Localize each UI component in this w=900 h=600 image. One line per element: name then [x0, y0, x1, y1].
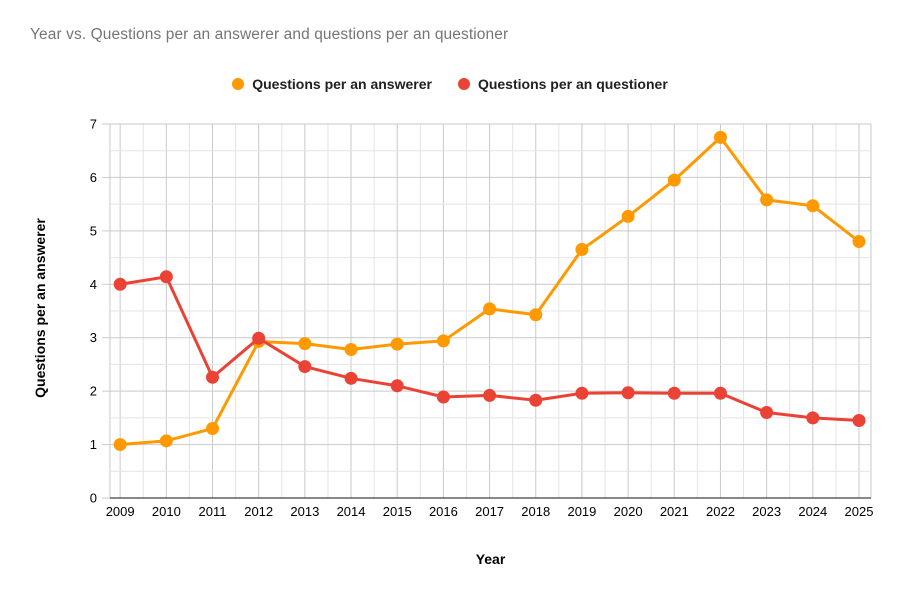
data-point: [436, 334, 450, 348]
data-point: [806, 411, 820, 425]
x-tick-label: 2013: [290, 504, 319, 519]
y-tick-label: 3: [90, 330, 97, 345]
x-axis-title: Year: [475, 551, 506, 567]
x-tick-label: 2025: [845, 504, 874, 519]
data-point: [159, 434, 173, 448]
legend-label-answerer: Questions per an answerer: [252, 76, 432, 92]
data-point: [621, 209, 635, 223]
data-point: [852, 235, 866, 249]
x-tick-label: 2009: [106, 504, 135, 519]
data-point: [206, 370, 220, 384]
x-tick-label: 2020: [614, 504, 643, 519]
data-point: [390, 337, 404, 351]
data-point: [298, 360, 312, 374]
y-tick-label: 4: [90, 277, 97, 292]
legend-item-answerer: Questions per an answerer: [232, 76, 432, 92]
data-point: [713, 130, 727, 144]
x-tick-label: 2018: [521, 504, 550, 519]
data-point: [483, 302, 497, 316]
data-point: [113, 277, 127, 291]
y-tick-label: 6: [90, 170, 97, 185]
data-point: [390, 379, 404, 393]
x-tick-label: 2024: [798, 504, 827, 519]
data-point: [206, 422, 220, 436]
data-point: [667, 173, 681, 187]
data-point: [529, 308, 543, 322]
data-point: [575, 243, 589, 257]
data-point: [621, 386, 635, 400]
legend-dot-questioner-icon: [457, 78, 470, 90]
legend-item-questioner: Questions per an questioner: [457, 76, 668, 92]
data-point: [252, 331, 266, 345]
legend-label-questioner: Questions per an questioner: [477, 76, 668, 92]
x-tick-label: 2015: [383, 504, 412, 519]
x-tick-label: 2010: [152, 504, 181, 519]
x-tick-label: 2016: [429, 504, 458, 519]
legend: Questions per an answerer Questions per …: [0, 76, 900, 92]
data-point: [760, 406, 774, 420]
data-point: [667, 386, 681, 400]
chart-title: Year vs. Questions per an answerer and q…: [30, 26, 509, 43]
y-tick-label: 0: [90, 491, 97, 506]
data-point: [852, 414, 866, 428]
data-point: [159, 270, 173, 284]
x-tick-label: 2011: [199, 504, 227, 519]
data-point: [483, 388, 497, 402]
x-tick-label: 2022: [706, 504, 735, 519]
data-point: [436, 390, 450, 404]
data-point: [344, 371, 358, 385]
y-tick-label: 1: [90, 437, 97, 452]
x-tick-label: 2019: [567, 504, 596, 519]
data-point: [806, 199, 820, 213]
y-axis-title: Questions per an answerer: [32, 218, 48, 398]
x-tick-label: 2012: [244, 504, 273, 519]
legend-dot-answerer-icon: [232, 78, 245, 90]
x-tick-label: 2021: [660, 504, 689, 519]
data-point: [298, 337, 312, 351]
y-tick-label: 5: [90, 223, 97, 238]
x-tick-label: 2023: [752, 504, 781, 519]
data-point: [344, 342, 358, 356]
data-point: [529, 393, 543, 407]
data-point: [113, 438, 127, 452]
data-point: [713, 386, 727, 400]
data-point: [575, 386, 589, 400]
y-tick-label: 7: [90, 117, 97, 132]
x-tick-label: 2017: [475, 504, 504, 519]
data-point: [760, 193, 774, 207]
x-tick-label: 2014: [337, 504, 366, 519]
y-tick-label: 2: [90, 384, 97, 399]
